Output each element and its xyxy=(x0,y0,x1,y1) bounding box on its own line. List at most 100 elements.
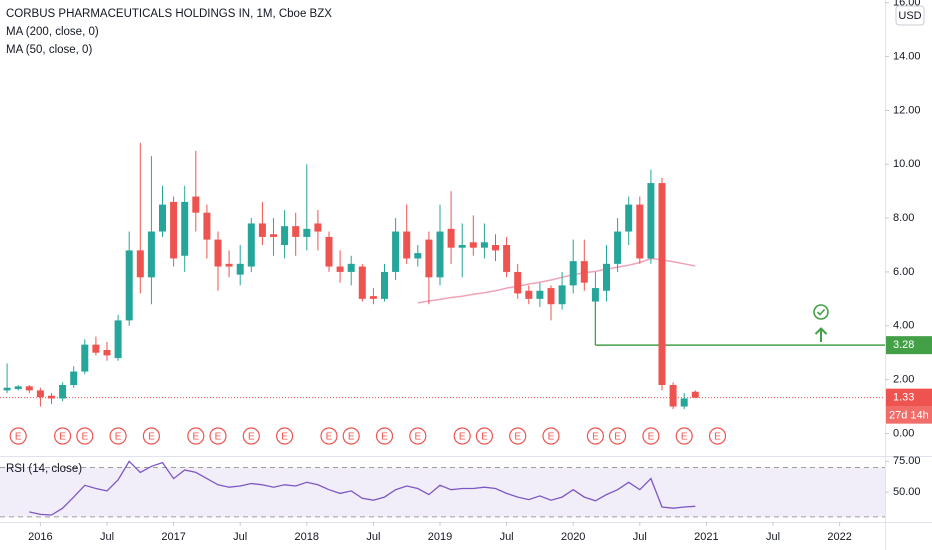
earnings-label: E xyxy=(348,432,355,443)
earnings-label: E xyxy=(81,432,88,443)
y-tick-label: 0.00 xyxy=(893,427,914,439)
rsi-line xyxy=(29,460,696,516)
earnings-marker xyxy=(320,427,338,445)
candle-body xyxy=(381,271,388,299)
candle-body xyxy=(669,385,677,407)
earnings-label: E xyxy=(481,432,488,443)
rsi-title: RSI (14, close) xyxy=(6,463,82,475)
candle-body xyxy=(458,245,466,248)
candle-body xyxy=(347,263,355,272)
candle-body xyxy=(503,245,511,272)
earnings-label: E xyxy=(326,432,333,443)
candle-body xyxy=(203,212,211,240)
currency-label[interactable]: USD xyxy=(898,10,921,22)
earnings-marker xyxy=(209,427,227,445)
earnings-label: E xyxy=(215,432,222,443)
earnings-label: E xyxy=(59,432,66,443)
target-label: 3.28 xyxy=(893,339,914,351)
candle-body xyxy=(159,204,166,232)
rsi-tick-label: 50.00 xyxy=(893,486,921,498)
x-tick-label: 2017 xyxy=(161,531,185,543)
earnings-label: E xyxy=(592,432,599,443)
x-tick-label: Jul xyxy=(766,531,780,543)
earnings-marker xyxy=(708,427,727,445)
earnings-label: E xyxy=(648,432,655,443)
candle-body xyxy=(603,263,610,291)
x-tick-label: Jul xyxy=(100,531,114,543)
candle-body xyxy=(214,239,222,267)
earnings-label: E xyxy=(459,432,466,443)
candle-body xyxy=(25,386,33,391)
candle-body xyxy=(480,242,488,248)
earnings-marker xyxy=(409,427,427,445)
candle-body xyxy=(281,226,289,245)
earnings-marker xyxy=(9,427,27,445)
candle-body xyxy=(336,266,344,272)
x-tick-label: Jul xyxy=(233,531,247,543)
candle-body xyxy=(170,201,178,259)
candle-body xyxy=(147,231,155,278)
last-price-box xyxy=(886,388,932,407)
candle-body xyxy=(580,261,588,283)
candle-body xyxy=(469,242,477,248)
earnings-marker xyxy=(276,427,294,445)
y-tick-label: 16.00 xyxy=(893,0,921,9)
earnings-label: E xyxy=(192,432,199,443)
candle-body xyxy=(258,223,266,237)
candle-body xyxy=(392,231,400,272)
candle-body xyxy=(114,320,122,359)
candle-body xyxy=(691,391,699,398)
countdown-label: 27d 14h xyxy=(889,410,929,422)
earnings-marker xyxy=(53,427,72,445)
earnings-marker xyxy=(242,427,260,445)
candle-body xyxy=(59,385,67,399)
earnings-marker xyxy=(109,427,127,445)
candle-body xyxy=(547,288,555,305)
candle-body xyxy=(92,344,100,353)
earnings-marker xyxy=(542,427,560,445)
candle-body xyxy=(325,236,333,267)
candle-body xyxy=(636,204,644,259)
y-tick-label: 12.00 xyxy=(893,104,921,116)
target-box xyxy=(886,336,932,355)
earnings-marker xyxy=(342,427,360,445)
x-tick-label: 2020 xyxy=(561,531,585,543)
earnings-label: E xyxy=(115,432,122,443)
earnings-label: E xyxy=(514,432,521,443)
candle-body xyxy=(103,350,111,356)
candle-body xyxy=(192,196,200,213)
x-tick-label: Jul xyxy=(366,531,380,543)
candle-body xyxy=(558,285,566,305)
candle-body xyxy=(358,266,366,299)
last-price-label: 1.33 xyxy=(893,392,914,404)
candle-body xyxy=(536,290,544,299)
earnings-marker xyxy=(475,427,493,445)
candle-body xyxy=(403,231,411,259)
candle-body xyxy=(314,223,322,232)
earnings-label: E xyxy=(381,432,388,443)
y-tick-label: 10.00 xyxy=(893,158,921,170)
earnings-marker xyxy=(586,427,605,445)
candle-body xyxy=(303,228,311,237)
candle-body xyxy=(36,390,44,398)
currency-box[interactable] xyxy=(895,5,925,26)
candle-body xyxy=(247,223,255,267)
x-tick-label: 2018 xyxy=(295,531,319,543)
earnings-label: E xyxy=(414,432,421,443)
candle-body xyxy=(680,398,688,407)
candle-body xyxy=(425,239,433,278)
candle-body xyxy=(647,183,655,259)
candle-body xyxy=(270,234,277,237)
x-tick-label: 2019 xyxy=(428,531,452,543)
candle-body xyxy=(70,371,78,385)
countdown-box xyxy=(886,406,932,424)
candle-body xyxy=(125,250,133,321)
candle-body xyxy=(447,228,455,248)
earnings-marker xyxy=(187,427,205,445)
rsi-tick-label: 75.00 xyxy=(893,455,921,467)
earnings-marker xyxy=(509,427,527,445)
candle-body xyxy=(569,261,577,286)
